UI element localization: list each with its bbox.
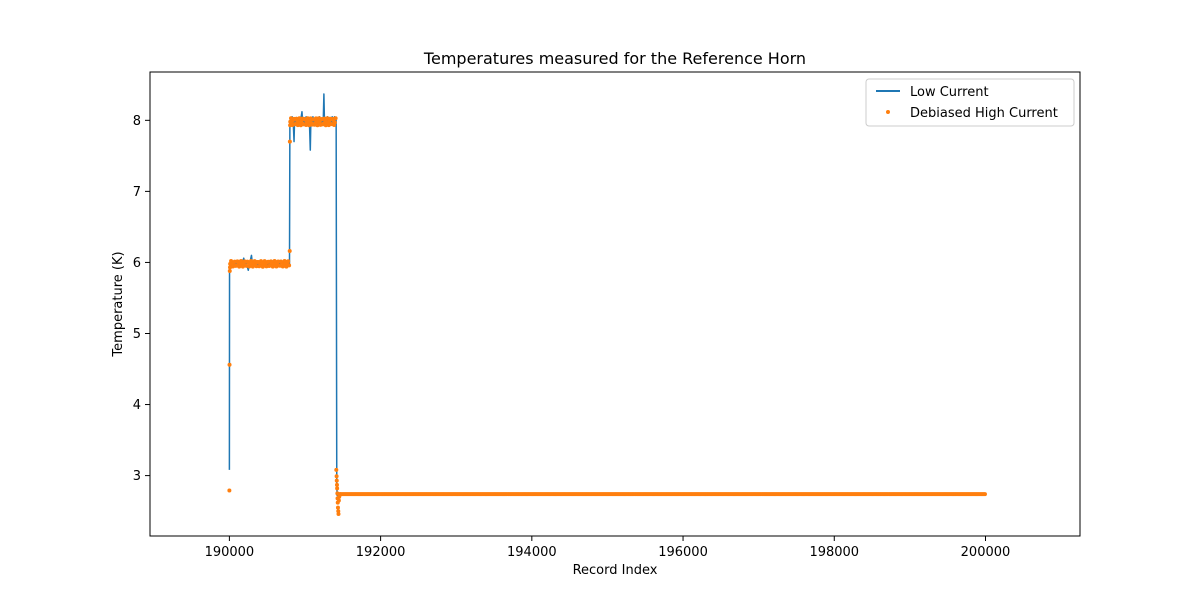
y-tick-label: 3	[133, 469, 141, 484]
debiased-high-current-point	[335, 486, 340, 491]
x-tick-label: 194000	[507, 545, 557, 560]
x-tick-label: 196000	[658, 545, 708, 560]
plot-area	[227, 93, 987, 516]
y-tick-label: 4	[133, 398, 141, 413]
y-axis-label: Temperature (K)	[111, 251, 126, 357]
debiased-high-current-point	[335, 505, 340, 510]
debiased-high-current-point	[288, 123, 293, 128]
debiased-high-current-point	[334, 474, 339, 479]
debiased-high-current-point	[332, 120, 337, 125]
debiased-high-current-point	[334, 482, 339, 487]
debiased-high-current-point	[336, 511, 341, 516]
y-tick-label: 5	[133, 327, 141, 342]
debiased-high-current-point	[982, 492, 987, 497]
debiased-high-current-point	[286, 259, 291, 264]
debiased-high-current-point	[227, 362, 232, 367]
debiased-high-current-point	[287, 139, 292, 144]
debiased-high-current-points	[227, 116, 987, 516]
x-tick-label: 200000	[961, 545, 1011, 560]
x-tick-label: 198000	[809, 545, 859, 560]
legend-frame	[865, 78, 1075, 127]
debiased-high-current-point	[228, 265, 232, 270]
y-tick-label: 8	[133, 114, 141, 129]
debiased-high-current-point	[287, 263, 292, 268]
x-tick-label: 192000	[356, 545, 406, 560]
debiased-high-current-point	[334, 467, 339, 472]
chart-title: Temperatures measured for the Reference …	[423, 49, 806, 68]
x-axis-label: Record Index	[573, 563, 658, 578]
legend-label-debiased-high-current: Debiased High Current	[910, 106, 1058, 121]
debiased-high-current-point	[227, 268, 232, 273]
low-current-line	[228, 93, 986, 497]
legend: Low Current Debiased High Current	[865, 78, 1075, 127]
debiased-high-current-point	[323, 123, 328, 128]
plot-frame	[149, 71, 1081, 537]
y-axis: 3 4 5 6 7 8	[133, 114, 150, 484]
debiased-high-current-point	[305, 116, 310, 121]
legend-dot-swatch	[886, 110, 890, 114]
x-axis: 190000 192000 194000 196000 198000 200000	[205, 536, 1011, 560]
debiased-high-current-point	[287, 249, 292, 254]
y-tick-label: 6	[133, 256, 141, 271]
legend-label-low-current: Low Current	[910, 85, 989, 100]
debiased-high-current-point	[227, 488, 232, 493]
debiased-high-current-point	[337, 492, 342, 497]
x-tick-label: 190000	[205, 545, 255, 560]
y-tick-label: 7	[133, 185, 141, 200]
debiased-high-current-point	[334, 478, 339, 483]
debiased-high-current-point	[333, 116, 338, 121]
debiased-high-current-point	[336, 498, 341, 503]
